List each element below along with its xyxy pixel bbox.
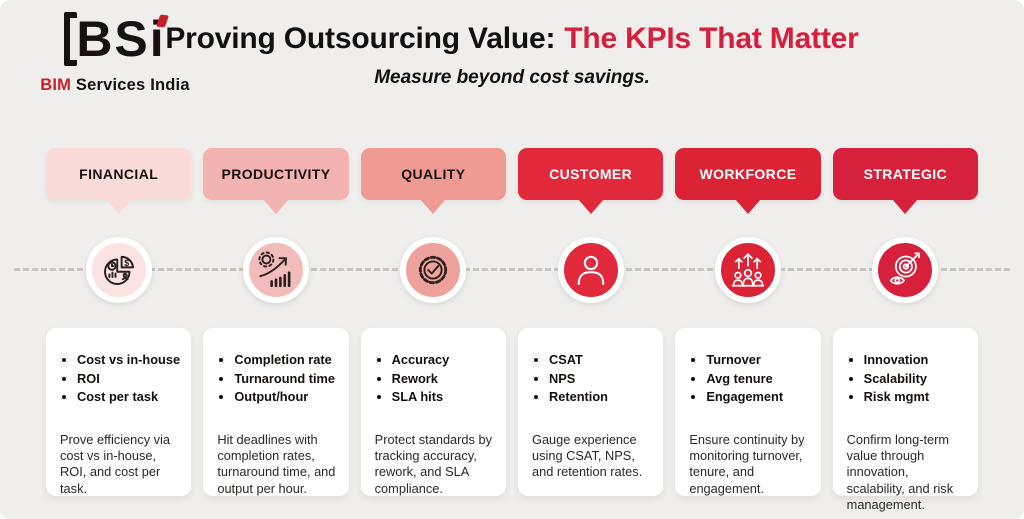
tab-workforce: WORKFORCE xyxy=(675,148,821,200)
kpi-bullet: Accuracy xyxy=(392,352,496,369)
kpi-description: Prove efficiency via cost vs in-house, R… xyxy=(60,431,171,496)
kpi-bullet-list: Completion rate Turnaround time Output/h… xyxy=(217,352,338,406)
kpi-bullet-list: Innovation Scalability Risk mgmt xyxy=(847,352,968,406)
kpi-bullet: Output/hour xyxy=(234,389,338,406)
kpi-card-strategic: Innovation Scalability Risk mgmt Confirm… xyxy=(832,328,978,512)
kpi-bullet: NPS xyxy=(549,371,653,388)
logo-subtitle: BIM Services India xyxy=(40,76,190,95)
tab-label: QUALITY xyxy=(401,166,466,182)
kpi-bullet: Completion rate xyxy=(234,352,338,369)
kpi-card-quality: Accuracy Rework SLA hits Protect standar… xyxy=(360,328,506,496)
svg-text:$: $ xyxy=(124,258,129,268)
timeline-dashed-line xyxy=(14,268,1010,271)
kpi-bullet: Innovation xyxy=(864,352,968,369)
kpi-column-workforce: WORKFORCE xyxy=(675,148,821,496)
financial-pie-chart-dollar-icon: $ xyxy=(85,237,152,303)
kpi-bullet: Cost vs in-house xyxy=(77,352,181,369)
tab-customer: CUSTOMER xyxy=(517,148,664,200)
kpi-bullet-list: CSAT NPS Retention xyxy=(532,352,653,406)
strategic-target-vision-icon xyxy=(872,237,939,303)
kpi-column-strategic: STRATEGIC xyxy=(832,148,978,512)
kpi-column-quality: QUALITY Accuracy Rework SLA hits xyxy=(360,148,506,496)
tab-financial: FINANCIAL xyxy=(46,148,192,200)
kpi-bullet: Turnaround time xyxy=(234,371,338,388)
logo-subtitle-services: Services India xyxy=(71,76,190,94)
tab-label: FINANCIAL xyxy=(79,166,159,182)
logo-letters: BS xyxy=(76,11,150,67)
kpi-description: Protect standards by tracking accuracy, … xyxy=(374,431,493,496)
kpi-bullet-list: Accuracy Rework SLA hits xyxy=(375,352,496,406)
kpi-bullet: Engagement xyxy=(706,389,810,406)
kpi-card-workforce: Turnover Avg tenure Engagement Ensure co… xyxy=(675,328,821,496)
page-subtitle: Measure beyond cost savings. xyxy=(374,67,650,88)
workforce-team-growth-icon xyxy=(714,237,781,303)
tab-productivity: PRODUCTIVITY xyxy=(203,148,349,200)
quality-badge-check-icon xyxy=(400,237,467,303)
tab-label: WORKFORCE xyxy=(699,166,797,182)
kpi-description: Ensure continuity by monitoring turnover… xyxy=(689,431,805,496)
page-title-red: The KPIs That Matter xyxy=(564,22,859,55)
kpi-column-productivity: PRODUCTIVITY Completion rat xyxy=(203,148,349,496)
kpi-column-customer: CUSTOMER CSAT NPS Retention xyxy=(517,148,664,496)
kpi-card-financial: Cost vs in-house ROI Cost per task Prove… xyxy=(46,328,192,496)
kpi-bullet-list: Cost vs in-house ROI Cost per task xyxy=(60,352,181,406)
tab-label: PRODUCTIVITY xyxy=(221,166,331,182)
header: BSi BIM Services India Proving Outsourci… xyxy=(0,0,1024,148)
kpi-bullet: CSAT xyxy=(549,352,653,369)
tab-quality: QUALITY xyxy=(360,148,506,200)
page-title: Proving Outsourcing Value: The KPIs That … xyxy=(0,22,1024,56)
title-block: Proving Outsourcing Value: The KPIs That … xyxy=(0,0,1024,89)
kpi-bullet: Avg tenure xyxy=(706,371,810,388)
bsi-logo-mark: BSi xyxy=(64,11,169,67)
kpi-description: Hit deadlines with completion rates, tur… xyxy=(217,431,336,496)
logo-bracket-shape xyxy=(64,12,78,66)
page-title-black: Proving Outsourcing Value: xyxy=(165,22,556,55)
kpi-bullet: Scalability xyxy=(864,371,968,388)
tab-label: STRATEGIC xyxy=(863,166,948,182)
kpi-columns: FINANCIAL $ xyxy=(46,148,978,512)
tab-label: CUSTOMER xyxy=(549,166,633,182)
kpi-card-customer: CSAT NPS Retention Gauge experience usin… xyxy=(517,328,664,496)
kpi-board: FINANCIAL $ xyxy=(0,148,1024,512)
kpi-bullet: Rework xyxy=(392,371,496,388)
kpi-description: Gauge experience using CSAT, NPS, and re… xyxy=(531,431,643,480)
kpi-bullet: Turnover xyxy=(706,352,810,369)
kpi-bullet: Risk mgmt xyxy=(864,389,968,406)
kpi-bullet: ROI xyxy=(77,371,181,388)
kpi-bullet-list: Turnover Avg tenure Engagement xyxy=(689,352,810,406)
customer-person-icon xyxy=(557,237,624,303)
kpi-column-financial: FINANCIAL $ xyxy=(46,148,192,496)
tab-strategic: STRATEGIC xyxy=(832,148,978,200)
kpi-bullet: Cost per task xyxy=(77,389,181,406)
kpi-bullet: SLA hits xyxy=(392,389,496,406)
logo-subtitle-bim: BIM xyxy=(40,76,72,94)
kpi-card-productivity: Completion rate Turnaround time Output/h… xyxy=(203,328,349,496)
kpi-bullet: Retention xyxy=(549,389,653,406)
productivity-gear-growth-icon xyxy=(242,237,309,303)
kpi-description: Confirm long-term value through innovati… xyxy=(846,431,954,512)
bsi-logo: BSi BIM Services India xyxy=(40,12,190,95)
